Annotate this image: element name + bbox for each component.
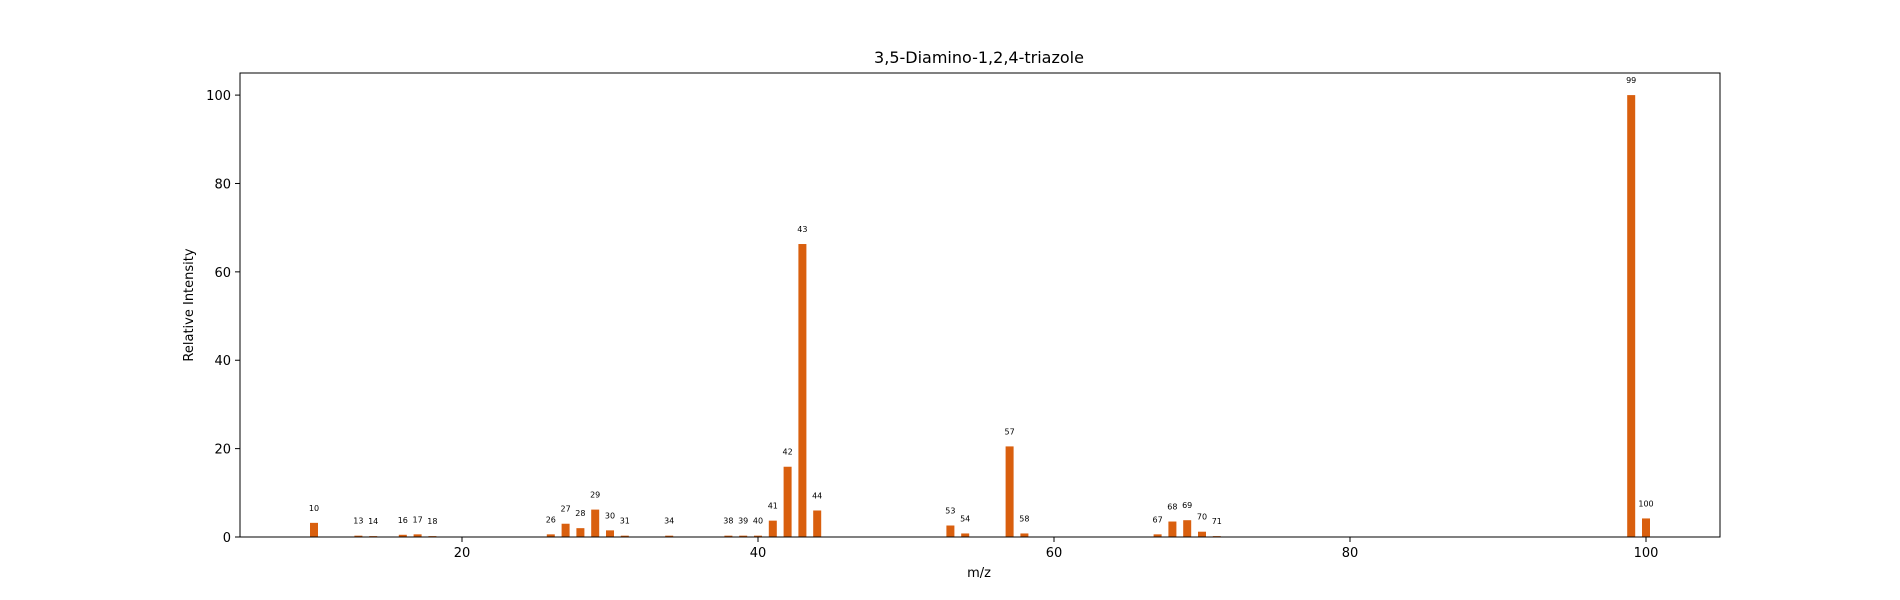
bar-mz-54 xyxy=(961,533,970,537)
peak-label-68: 68 xyxy=(1167,503,1177,512)
chart-title: 3,5-Diamino-1,2,4-triazole xyxy=(874,48,1084,67)
bars-group xyxy=(310,95,1650,537)
x-tick-label-100: 100 xyxy=(1634,546,1659,561)
peak-label-54: 54 xyxy=(960,514,970,523)
bar-mz-16 xyxy=(398,534,407,537)
bar-mz-69 xyxy=(1183,520,1192,537)
x-axis-ticks: 20 40 60 80 100 xyxy=(454,537,1659,561)
peak-label-100: 100 xyxy=(1638,499,1653,508)
peak-label-31: 31 xyxy=(620,517,630,526)
bar-mz-28 xyxy=(576,528,585,537)
peak-label-29: 29 xyxy=(590,491,600,500)
y-tick-label-100: 100 xyxy=(206,89,231,104)
bar-mz-57 xyxy=(1005,446,1014,537)
peak-label-67: 67 xyxy=(1153,515,1163,524)
peak-label-27: 27 xyxy=(561,505,571,514)
bar-mz-44 xyxy=(813,510,822,537)
y-tick-label-40: 40 xyxy=(214,354,231,369)
bar-mz-10 xyxy=(310,522,318,537)
bar-mz-31 xyxy=(620,535,629,537)
y-tick-label-20: 20 xyxy=(214,443,231,458)
bar-mz-43 xyxy=(798,244,807,537)
y-tick-label-80: 80 xyxy=(214,177,231,192)
bar-mz-27 xyxy=(561,523,570,537)
y-tick-label-60: 60 xyxy=(214,266,231,281)
peak-label-99: 99 xyxy=(1626,76,1636,85)
x-axis-label: m/z xyxy=(967,566,991,581)
bar-mz-17 xyxy=(413,534,422,537)
bar-mz-42 xyxy=(783,466,792,537)
y-axis-label: Relative Intensity xyxy=(182,248,197,361)
bar-mz-40 xyxy=(754,535,762,537)
peak-labels-group: 10 13 14 16 17 18 26 27 28 29 30 31 34 38 39 40 41 42 43 44… xyxy=(309,76,1654,526)
peak-label-10: 10 xyxy=(309,504,319,513)
bar-mz-13 xyxy=(354,535,363,537)
x-tick-label-80: 80 xyxy=(1342,546,1359,561)
bar-mz-34 xyxy=(665,535,674,537)
x-tick-label-20: 20 xyxy=(454,546,471,561)
peak-label-44: 44 xyxy=(812,491,822,500)
bar-mz-53 xyxy=(946,525,955,537)
peak-label-41: 41 xyxy=(768,502,778,511)
peak-label-30: 30 xyxy=(605,511,615,520)
bar-mz-30 xyxy=(606,530,614,537)
x-tick-label-40: 40 xyxy=(750,546,767,561)
peak-label-34: 34 xyxy=(664,517,674,526)
plot-frame xyxy=(239,72,1721,538)
bar-mz-100 xyxy=(1642,518,1650,537)
bar-mz-26 xyxy=(546,534,555,537)
bar-mz-38 xyxy=(724,535,733,537)
bar-mz-58 xyxy=(1020,533,1029,537)
bar-mz-29 xyxy=(591,509,600,537)
bar-mz-67 xyxy=(1153,534,1162,537)
bar-mz-68 xyxy=(1168,521,1177,537)
y-axis-ticks: 0 20 40 60 80 100 xyxy=(206,89,240,546)
bar-mz-41 xyxy=(768,520,777,537)
peak-label-42: 42 xyxy=(783,448,793,457)
bar-mz-70 xyxy=(1198,531,1206,537)
bar-mz-39 xyxy=(739,535,748,537)
peak-label-58: 58 xyxy=(1019,514,1029,523)
peak-label-16: 16 xyxy=(398,516,408,525)
peak-label-18: 18 xyxy=(427,517,437,526)
y-tick-label-0: 0 xyxy=(223,531,231,546)
peak-label-17: 17 xyxy=(413,515,423,524)
peak-label-71: 71 xyxy=(1212,517,1222,526)
peak-label-26: 26 xyxy=(546,515,556,524)
peak-label-40: 40 xyxy=(753,517,763,526)
x-tick-label-60: 60 xyxy=(1046,546,1063,561)
peak-label-28: 28 xyxy=(575,509,585,518)
peak-label-38: 38 xyxy=(723,517,733,526)
peak-label-39: 39 xyxy=(738,517,748,526)
peak-label-13: 13 xyxy=(353,517,363,526)
peak-label-70: 70 xyxy=(1197,513,1207,522)
peak-label-69: 69 xyxy=(1182,501,1192,510)
peak-label-57: 57 xyxy=(1005,427,1015,436)
bar-mz-99 xyxy=(1627,95,1636,537)
peak-label-53: 53 xyxy=(945,507,955,516)
peak-label-14: 14 xyxy=(368,517,378,526)
peak-label-43: 43 xyxy=(797,225,807,234)
